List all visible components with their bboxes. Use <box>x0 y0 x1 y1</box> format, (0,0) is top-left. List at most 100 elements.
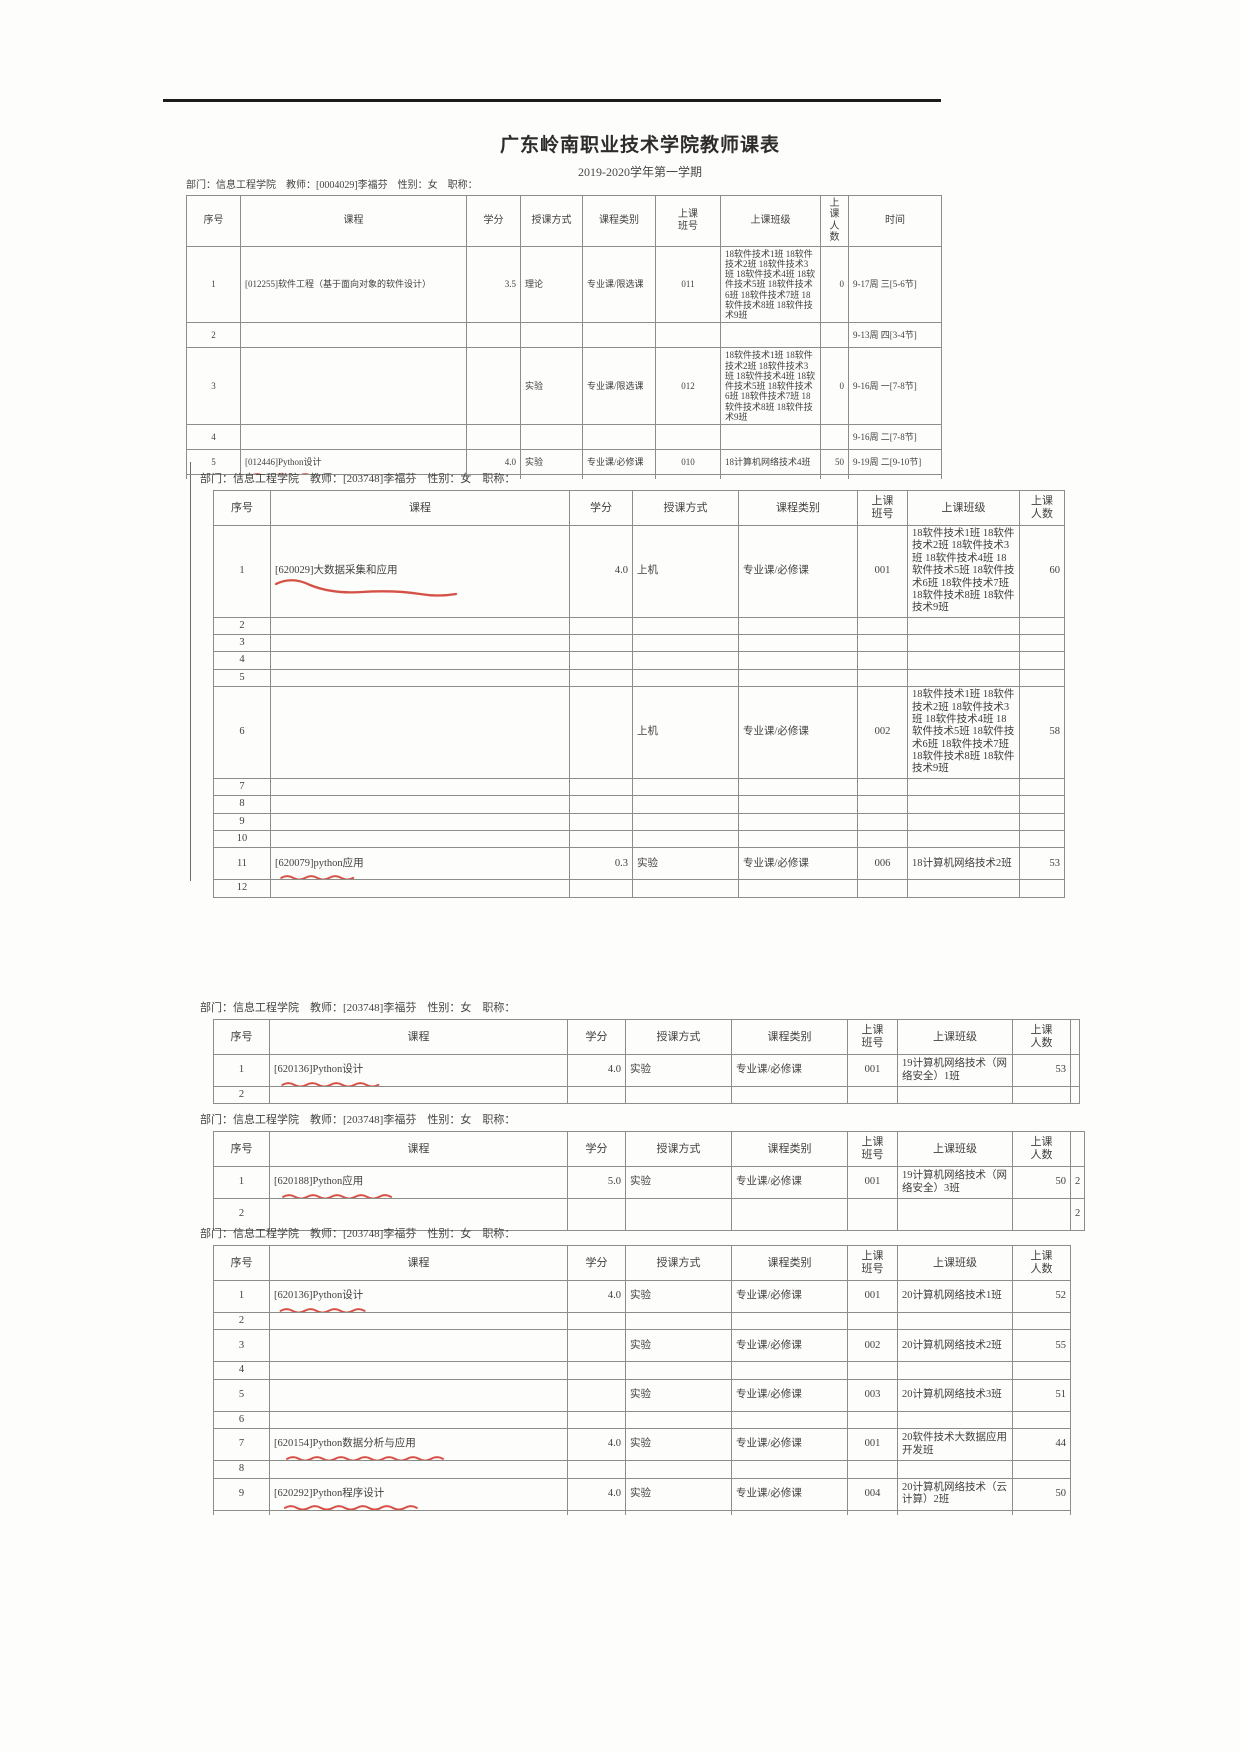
cell-student-count <box>820 424 849 451</box>
cell-classes: 19计算机网络技术（网络安全）1班 <box>897 1054 1013 1087</box>
cell-classes <box>897 1460 1013 1479</box>
cell-class-number <box>655 424 721 451</box>
column-header-student-count: 上课 人数 <box>1012 1245 1071 1281</box>
cell-credits <box>466 424 521 451</box>
cell-course-category: 专业课/必修课 <box>731 1378 848 1412</box>
section-info: 部门：信息工程学院 教师：[203748]李福芬 性别：女 职称： <box>200 1228 516 1240</box>
table-row: 7 [620154]Python数据分析与应用 4.0 实验 专业课/必修课 001 20软… <box>213 1428 1071 1462</box>
cell-classes <box>897 1509 1013 1515</box>
cell-time <box>1070 1085 1080 1105</box>
cell-teaching-method: 实验 <box>520 347 583 426</box>
cell-course-category <box>738 795 858 814</box>
column-header-seq: 序号 <box>186 195 241 247</box>
cell-credits <box>569 668 633 688</box>
cell-credits: 3.5 <box>466 245 521 324</box>
cell-student-count: 50 <box>1012 1477 1071 1511</box>
cell-course <box>269 1460 568 1479</box>
cell-teaching-method <box>632 879 739 898</box>
cell-seq: 2 <box>213 1311 270 1331</box>
cell-course <box>269 1085 568 1105</box>
cell-course <box>270 795 570 814</box>
cell-classes: 18计算机网络技术2班 <box>907 847 1020 881</box>
cell-credits <box>567 1085 626 1105</box>
cell-teaching-method <box>520 424 583 451</box>
cell-credits <box>567 1311 626 1331</box>
cell-class-number <box>857 651 908 670</box>
cell-class-number <box>857 795 908 814</box>
red-underline-annotation <box>279 1307 366 1312</box>
table-row: 1 [620136]Python设计 4.0 实验 专业课/必修课 001 19计算机网络技… <box>213 1054 1080 1087</box>
cell-course <box>270 633 570 653</box>
table-row <box>186 474 942 480</box>
cell-credits: 5.0 <box>567 1166 626 1199</box>
cell-teaching-method <box>632 668 739 688</box>
red-underline-annotation <box>281 1081 380 1086</box>
cell-course-category: 专业课/必修课 <box>731 1054 848 1087</box>
section-divider-line <box>190 462 191 881</box>
cell-course <box>269 1329 568 1363</box>
schedule-table-4: 序号 课程 学分 授课方式 课程类别 上课 班号 上课班级 上课 人数 1 [620188]Pyt… <box>213 1131 1086 1231</box>
column-header-time <box>1069 1131 1086 1167</box>
cell-course <box>269 1198 568 1231</box>
cell-time: 2 <box>1069 1198 1086 1231</box>
cell-seq: 4 <box>186 424 241 451</box>
cell-time: 9-13周 四[3-4节] <box>848 322 942 349</box>
cell-student-count <box>1019 795 1065 814</box>
column-header-teaching-method: 授课方式 <box>632 490 739 526</box>
table-row: 10 <box>213 829 1065 849</box>
cell-credits <box>569 686 633 779</box>
cell-class-number <box>857 777 908 797</box>
cell-seq: 2 <box>213 616 271 636</box>
cell-credits <box>569 616 633 636</box>
cell-seq: 9 <box>213 1477 270 1511</box>
cell-teaching-method: 理论 <box>520 245 583 324</box>
cell-classes <box>720 322 821 349</box>
cell-course <box>270 651 570 670</box>
cell-course-category <box>731 1361 848 1380</box>
cell-course <box>269 1378 568 1412</box>
column-header-class-number: 上课 班号 <box>847 1019 898 1055</box>
column-header-student-count: 上课 人数 <box>1012 1019 1071 1055</box>
table-row: 9 [620292]Python程序设计 4.0 实验 专业课/必修课 004 20计算机网… <box>213 1477 1071 1511</box>
table-header-row: 序号 课程 学分 授课方式 课程类别 上课 班号 上课班级 上课 人数 <box>213 1019 1080 1055</box>
cell-seq <box>213 1509 270 1515</box>
cell-credits <box>567 1378 626 1412</box>
cell-teaching-method <box>625 1410 732 1430</box>
cell-seq: 8 <box>213 1460 270 1479</box>
cell-teaching-method <box>625 1198 732 1231</box>
column-header-time: 时间 <box>848 195 942 247</box>
cell-seq: 10 <box>213 829 271 849</box>
cell-seq: 12 <box>213 879 271 898</box>
cell-time: 9-17周 三[5-6节] <box>848 245 942 324</box>
cell-classes: 20计算机网络技术1班 <box>897 1280 1013 1313</box>
cell-class-number: 001 <box>847 1054 898 1087</box>
column-header-classes: 上课班级 <box>897 1245 1013 1281</box>
cell-course-category <box>738 633 858 653</box>
schedule-table-3: 序号 课程 学分 授课方式 课程类别 上课 班号 上课班级 上课 人数 1 [620136]Pyt… <box>213 1019 1080 1105</box>
table-row: 1 [620136]Python设计 4.0 实验 专业课/必修课 001 20计算机网络技… <box>213 1280 1071 1313</box>
cell-course-category <box>738 651 858 670</box>
red-underline-annotation <box>280 874 355 879</box>
cell-course-category: 专业课/必修课 <box>731 1477 848 1511</box>
cell-teaching-method: 实验 <box>625 1166 732 1199</box>
red-underline-annotation <box>282 1193 393 1198</box>
table-row: 2 <box>213 1085 1080 1105</box>
cell-student-count: 50 <box>1012 1166 1071 1199</box>
cell-student-count <box>1012 1460 1071 1479</box>
cell-course-category <box>582 424 656 451</box>
cell-credits <box>466 322 521 349</box>
cell-credits <box>567 1329 626 1363</box>
table-row: 2 <box>213 616 1065 636</box>
cell-seq: 1 <box>213 1280 270 1313</box>
column-header-credits: 学分 <box>567 1131 626 1167</box>
cell-classes: 18软件技术1班 18软件技术2班 18软件技术3班 18软件技术4班 18软件… <box>720 347 821 426</box>
cell-student-count: 53 <box>1019 847 1065 881</box>
cell-classes: 19计算机网络技术（网络安全）3班 <box>897 1166 1013 1199</box>
cell-course-category <box>731 1460 848 1479</box>
cell-classes <box>907 651 1020 670</box>
cell-course <box>269 1361 568 1380</box>
cell-course-category <box>738 829 858 849</box>
table-row: 7 <box>213 777 1065 797</box>
table-row: 3 实验 专业课/限选课 012 18软件技术1班 18软件技术2班 18软件技术3班 … <box>186 347 942 426</box>
